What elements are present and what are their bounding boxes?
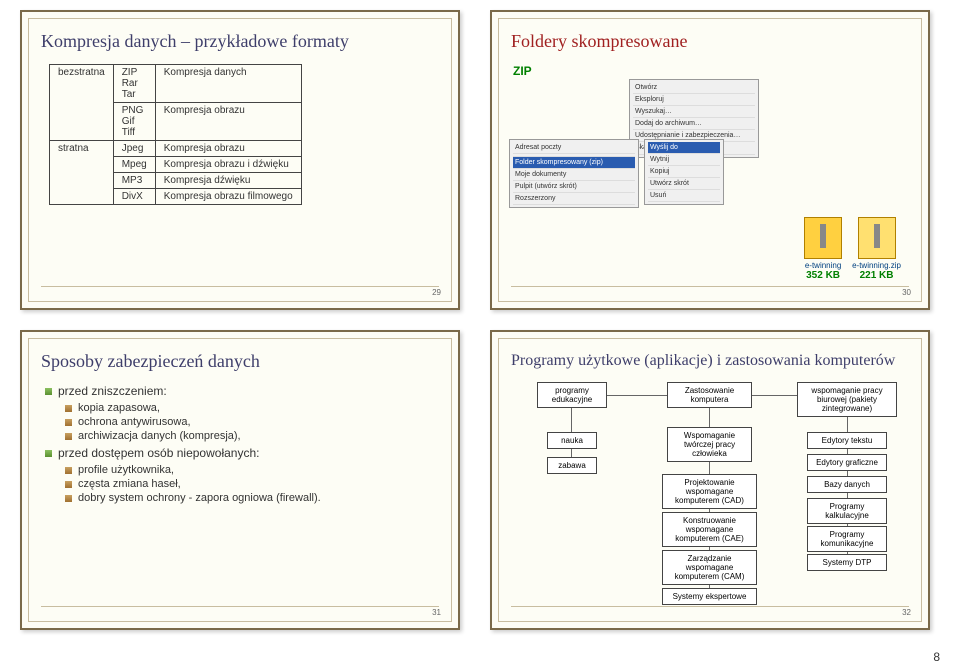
slide-inner: Foldery skompresowane ZIP OtwórzEksploru… (498, 18, 922, 302)
slide-title: Foldery skompresowane (511, 31, 913, 52)
diagram-node: nauka (547, 432, 597, 449)
global-page-number: 8 (933, 650, 940, 664)
bullet-l1: przed zniszczeniem: (45, 384, 443, 398)
bullet-icon (65, 405, 72, 412)
bullet-icon (65, 481, 72, 488)
bullet-text: przed dostępem osób niepowołanych: (58, 446, 259, 460)
menu-item: Wytnij (648, 154, 720, 166)
page-number: 32 (902, 608, 911, 617)
diagram-node: Edytory graficzne (807, 454, 887, 471)
diagram-node: Programykalkulacyjne (807, 498, 887, 524)
diagram-node: Programykomunikacyjne (807, 526, 887, 552)
formats-table: bezstratnaZIP Rar TarKompresja danychPNG… (49, 64, 302, 205)
diagram-node: Systemy ekspertowe (662, 588, 757, 605)
menu-item: Folder skompresowany (zip) (513, 157, 635, 169)
bullet-icon (65, 467, 72, 474)
diagram-node: Bazy danych (807, 476, 887, 493)
page-number: 29 (432, 288, 441, 297)
file-icon-zip: e-twinning.zip 221 KB (852, 217, 901, 281)
slide-32: Programy użytkowe (aplikacje) i zastosow… (490, 330, 930, 630)
file-icons-group: e-twinning 352 KB e-twinning.zip 221 KB (804, 217, 901, 281)
bullet-icon (45, 388, 52, 395)
footer-bar (41, 606, 439, 617)
slide-30: Foldery skompresowane ZIP OtwórzEksploru… (490, 10, 930, 310)
menu-item: Utwórz skrót (648, 178, 720, 190)
table-cell: Kompresja dźwięku (155, 173, 301, 189)
table-cell: DivX (113, 189, 155, 205)
file-icon-folder: e-twinning 352 KB (804, 217, 842, 281)
bullet-icon (65, 433, 72, 440)
bullet-l2: ochrona antywirusowa, (65, 416, 443, 428)
footer-bar (41, 286, 439, 297)
table-cell: stratna (50, 141, 114, 205)
slide-31: Sposoby zabezpieczeń danych przed zniszc… (20, 330, 460, 630)
footer-bar (511, 606, 909, 617)
bullet-l2: dobry system ochrony - zapora ogniowa (f… (65, 492, 443, 504)
diagram-node: Zastosowaniekomputera (667, 382, 752, 408)
connector (752, 395, 797, 396)
diagram-node: Konstruowaniewspomaganekomputerem (CAE) (662, 512, 757, 547)
bullet-icon (65, 419, 72, 426)
menu-item: Eksploruj (633, 94, 755, 106)
table-cell: Kompresja obrazu (155, 141, 301, 157)
diagram-node: Edytory tekstu (807, 432, 887, 449)
menu-item: Pulpit (utwórz skrót) (513, 181, 635, 193)
bullet-l2: częsta zmiana haseł, (65, 478, 443, 490)
table-cell: ZIP Rar Tar (113, 65, 155, 103)
menu-item: Otwórz (633, 82, 755, 94)
table-cell: Kompresja danych (155, 65, 301, 103)
menu-item: Adresat poczty (513, 142, 635, 154)
menu-item: Moje dokumenty (513, 169, 635, 181)
slide-title: Sposoby zabezpieczeń danych (41, 351, 443, 372)
bullet-icon (45, 450, 52, 457)
table-cell: Mpeg (113, 157, 155, 173)
menu-item: Wyślij do (648, 142, 720, 154)
slide-inner: Programy użytkowe (aplikacje) i zastosow… (498, 338, 922, 622)
table-cell: MP3 (113, 173, 155, 189)
slide-inner: Sposoby zabezpieczeń danych przed zniszc… (28, 338, 452, 622)
file-name: e-twinning (804, 261, 842, 270)
diagram-node: Zarządzaniewspomaganekomputerem (CAM) (662, 550, 757, 585)
menu-item: Usuń (648, 190, 720, 202)
table-cell: Kompresja obrazu filmowego (155, 189, 301, 205)
slide-title: Kompresja danych – przykładowe formaty (41, 31, 443, 52)
slide-inner: Kompresja danych – przykładowe formaty b… (28, 18, 452, 302)
diagram-node: zabawa (547, 457, 597, 474)
menu-item: Wyszukaj… (633, 106, 755, 118)
bullet-l2: profile użytkownika, (65, 464, 443, 476)
table-cell: Kompresja obrazu (155, 103, 301, 141)
table-cell: Kompresja obrazu i dźwięku (155, 157, 301, 173)
diagram-node: Projektowaniewspomaganekomputerem (CAD) (662, 474, 757, 509)
file-size: 221 KB (852, 270, 901, 281)
slide-29: Kompresja danych – przykładowe formaty b… (20, 10, 460, 310)
footer-bar (511, 286, 909, 297)
bullet-text: przed zniszczeniem: (58, 384, 167, 398)
menu-item: Rozszerzony (513, 193, 635, 205)
context-menu-2: Adresat poczty Folder skompresowany (zip)… (509, 139, 639, 208)
menu-item: Dodaj do archiwum… (633, 118, 755, 130)
diagram-node: programyedukacyjne (537, 382, 607, 408)
folder-icon (804, 217, 842, 259)
menu-item: Kopiuj (648, 166, 720, 178)
page-number: 30 (902, 288, 911, 297)
table-cell: PNG Gif Tiff (113, 103, 155, 141)
table-cell: Jpeg (113, 141, 155, 157)
bullet-l2: archiwizacja danych (kompresja), (65, 430, 443, 442)
page-number: 31 (432, 608, 441, 617)
diagram-node: wspomaganie pracybiurowej (pakietyzinteg… (797, 382, 897, 417)
bullet-l2: kopia zapasowa, (65, 402, 443, 414)
table-cell: bezstratna (50, 65, 114, 141)
file-size: 352 KB (804, 270, 842, 281)
bullet-l1: przed dostępem osób niepowołanych: (45, 446, 443, 460)
bullet-icon (65, 495, 72, 502)
file-name: e-twinning.zip (852, 261, 901, 270)
zip-icon (858, 217, 896, 259)
connector (607, 395, 667, 396)
slide-title: Programy użytkowe (aplikacje) i zastosow… (511, 351, 913, 370)
zip-label: ZIP (513, 64, 913, 78)
applications-diagram: programyedukacyjne Zastosowaniekomputera w… (507, 382, 907, 602)
context-menu-3: Wyślij doWytnijKopiujUtwórz skrótUsuń (644, 139, 724, 205)
diagram-node: Wspomaganietwórczej pracyczłowieka (667, 427, 752, 462)
diagram-node: Systemy DTP (807, 554, 887, 571)
